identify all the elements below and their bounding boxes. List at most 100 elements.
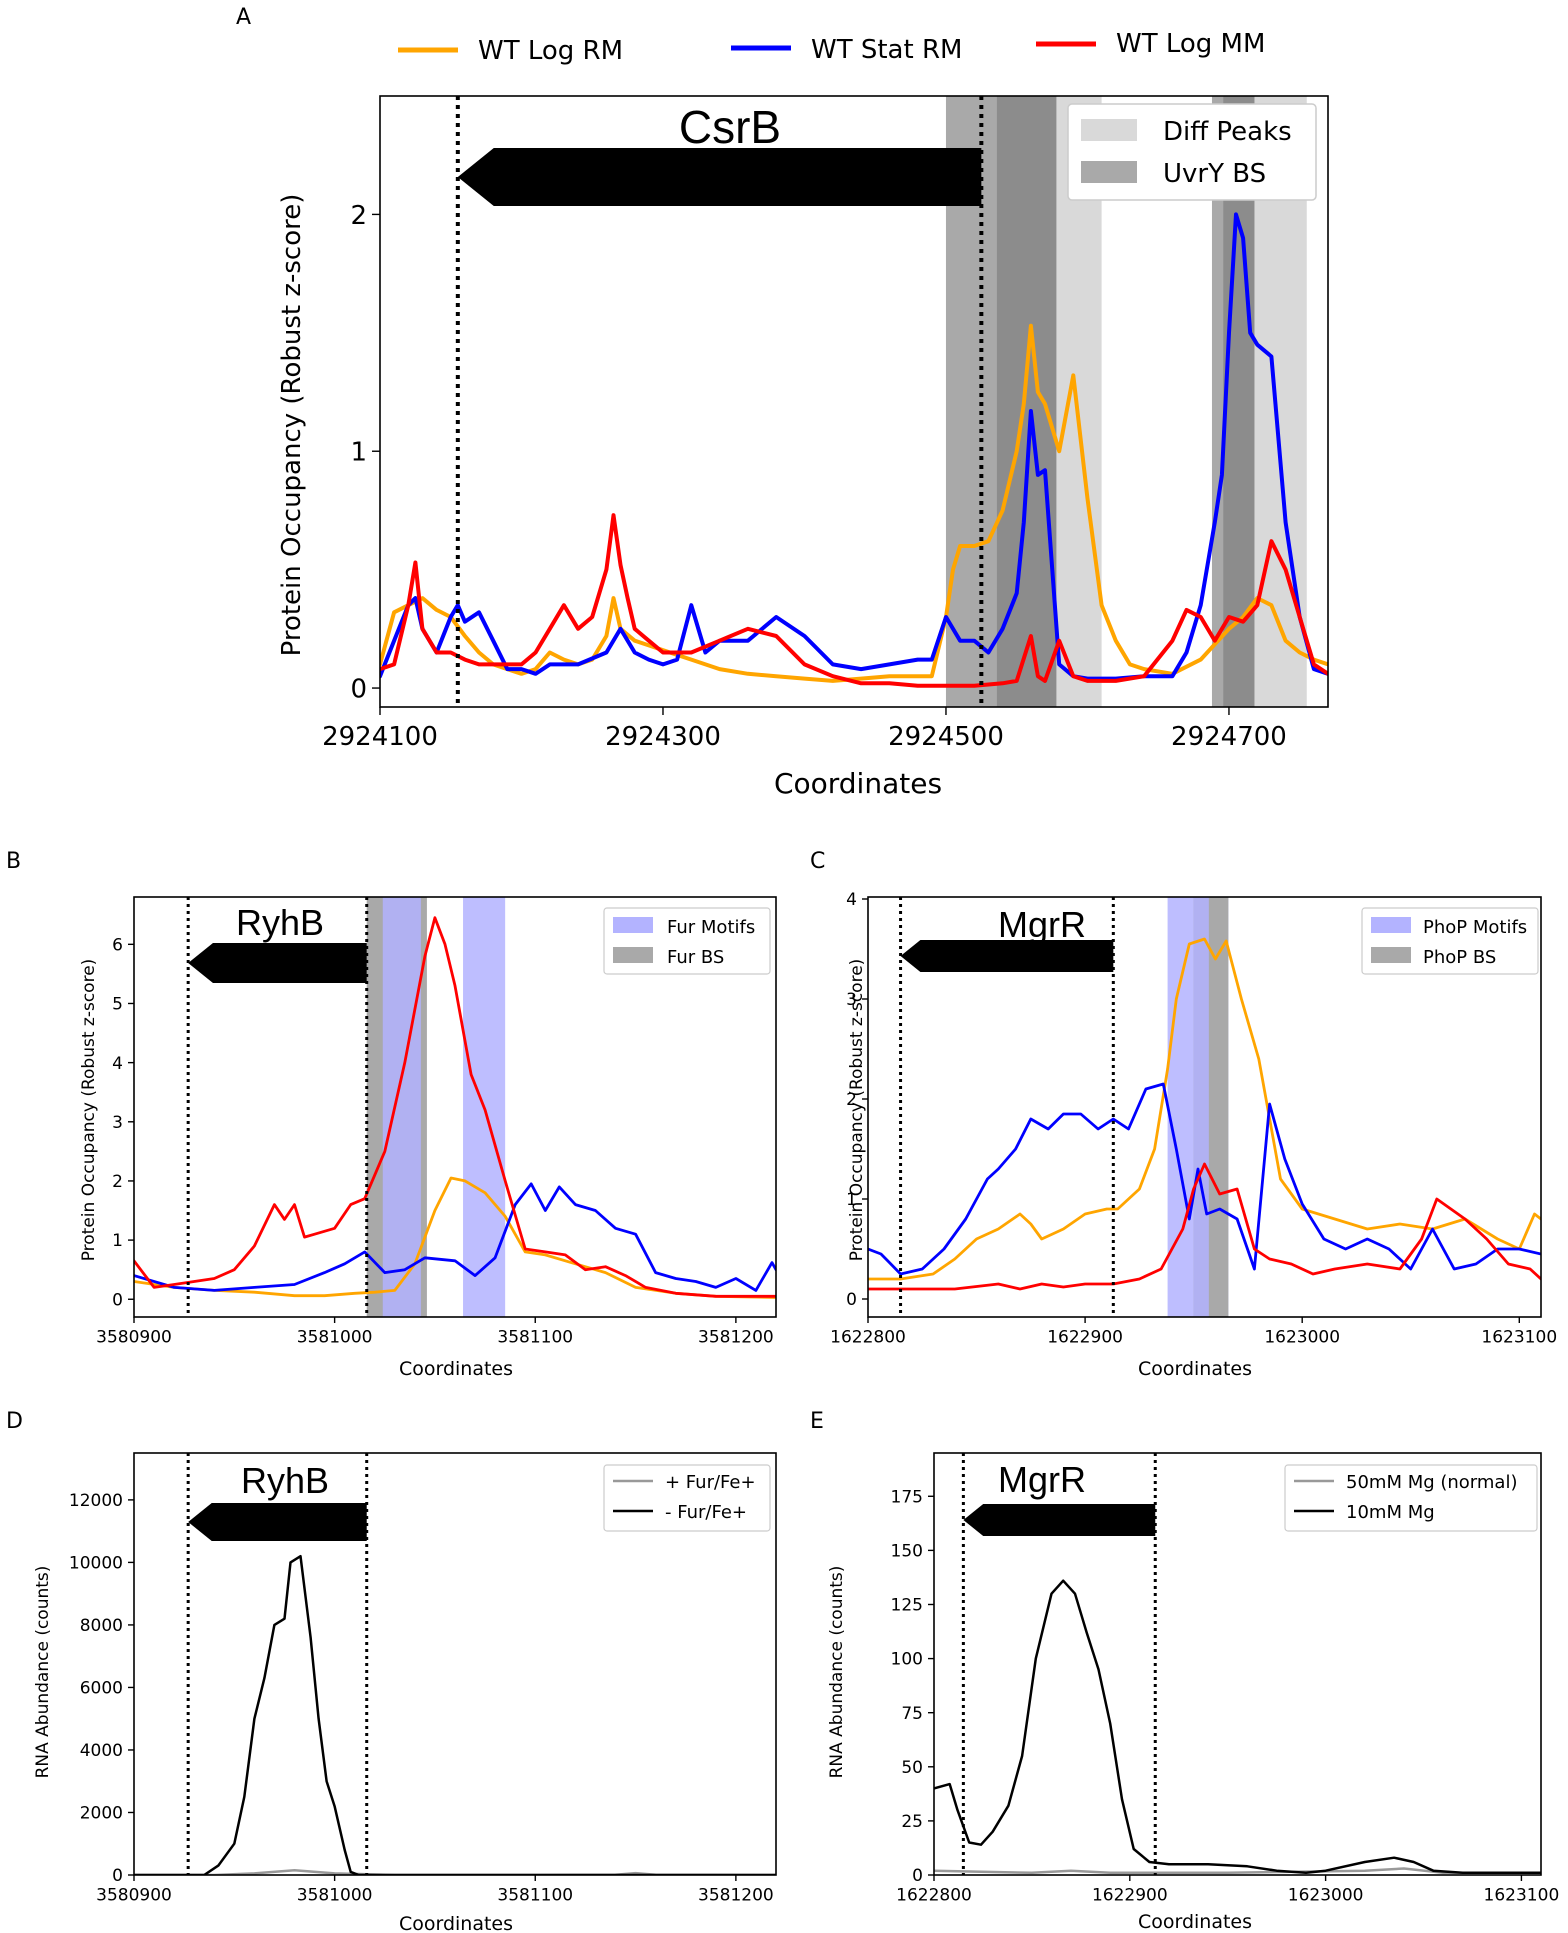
panel-e: E MgrR 1622800 1622900 1623000 1623100 0 25 50…: [810, 1409, 1559, 1933]
x-tick-label: 3581100: [497, 1886, 573, 1906]
x-tick-label: 1623100: [1481, 1328, 1557, 1348]
y-tick-label: 1: [350, 438, 367, 468]
y-axis-label: RNA Abundance (counts): [827, 1566, 847, 1779]
y-tick-label: 0: [112, 1866, 123, 1886]
y-tick-label: 3: [846, 990, 857, 1010]
panel-d-axes: 3580900 3581000 3581100 3581200 0 2000 4000 600…: [69, 1452, 777, 1906]
x-tick-label: 2924100: [322, 722, 438, 752]
plot-frame: [379, 95, 1329, 708]
y-tick-label: 25: [901, 1812, 923, 1832]
gene-arrow-csrb: [457, 148, 982, 206]
legend-label-wt-log-rm: WT Log RM: [478, 36, 623, 66]
gene-label-csrb: CsrB: [679, 101, 781, 153]
y-tick-label: 2: [112, 1172, 123, 1192]
panel-a-legend: Diff Peaks UvrY BS: [1067, 103, 1317, 201]
y-tick-label: 100: [891, 1650, 923, 1670]
panel-b-legend: Fur Motifs Fur BS: [603, 907, 771, 975]
panel-e-series: [934, 1579, 1541, 1875]
plot-frame: [867, 896, 1542, 1318]
y-axis-label: Protein Occupancy (Robust z-score): [277, 194, 307, 657]
x-tick-label: 1622800: [896, 1886, 972, 1906]
panel-c-gene: MgrR: [900, 904, 1114, 972]
x-axis-label: Coordinates: [399, 1913, 513, 1933]
legend-swatch-diff-peaks: [1081, 119, 1137, 141]
panel-d-letter: D: [6, 1409, 23, 1434]
y-tick-label: 12000: [69, 1491, 123, 1511]
series-line-fur-fe: [134, 1554, 776, 1875]
panel-d-series: [134, 1554, 776, 1875]
legend-label-minus-fur: - Fur/Fe+: [665, 1502, 747, 1523]
legend-label-fur-bs: Fur BS: [667, 947, 724, 968]
legend-box: [1284, 1464, 1538, 1532]
x-tick-label: 1622800: [830, 1328, 906, 1348]
y-tick-label: 150: [891, 1542, 923, 1562]
panel-d-legend: + Fur/Fe+ - Fur/Fe+: [603, 1464, 771, 1532]
y-tick-label: 10000: [69, 1554, 123, 1574]
gene-label-mgrr: MgrR: [998, 904, 1086, 945]
legend-swatch-fur-bs: [613, 947, 653, 963]
x-tick-label: 3581200: [698, 1328, 774, 1348]
band-purple: [1193, 897, 1209, 1317]
legend-label-wt-stat-rm: WT Stat RM: [811, 35, 962, 65]
panel-a-gene: CsrB: [457, 101, 982, 206]
plot-frame: [133, 896, 777, 1318]
gene-arrow-mgrr: [900, 940, 1114, 972]
y-tick-label: 50: [901, 1758, 923, 1778]
panel-b-gene: RyhB: [188, 902, 367, 983]
y-tick-label: 0: [350, 674, 367, 704]
gene-arrow-mgrr: [963, 1504, 1156, 1536]
y-tick-label: 4: [112, 1054, 123, 1074]
x-tick-label: 3580900: [96, 1886, 172, 1906]
panel-d: D RyhB 3580900 3581000 3581100 3581200 0 2000…: [6, 1409, 777, 1933]
panel-a: A WT Log RM WT Stat RM WT Log MM CsrB 29…: [236, 5, 1329, 800]
y-tick-label: 0: [112, 1290, 123, 1310]
series-line-fur-fe: [134, 1869, 776, 1875]
panel-c-legend: PhoP Motifs PhoP BS: [1361, 907, 1539, 975]
y-axis-label: Protein Occupancy (Robust z-score): [847, 959, 867, 1262]
legend-label-plus-fur: + Fur/Fe+: [665, 1472, 756, 1493]
x-tick-label: 1622900: [1092, 1886, 1168, 1906]
gene-label-ryhb: RyhB: [241, 1460, 329, 1501]
gene-label-ryhb: RyhB: [236, 902, 324, 943]
y-tick-label: 125: [891, 1596, 923, 1616]
y-axis-label: RNA Abundance (counts): [33, 1566, 53, 1779]
series-line-wt-log-mm: [134, 916, 776, 1298]
y-tick-label: 175: [891, 1487, 923, 1507]
legend-label-phop-motifs: PhoP Motifs: [1423, 917, 1527, 938]
y-tick-label: 0: [846, 1290, 857, 1310]
legend-label-10mm: 10mM Mg: [1346, 1502, 1435, 1523]
x-axis-label: Coordinates: [774, 767, 942, 800]
x-tick-label: 3581100: [497, 1328, 573, 1348]
legend-label-phop-bs: PhoP BS: [1423, 947, 1496, 968]
series-line-wt-log-mm: [380, 513, 1328, 688]
gene-arrow-ryhb: [188, 1503, 367, 1541]
panel-c: C MgrR 1622800 1622900 1623000 1623100 0 1 2 3 4…: [810, 849, 1557, 1380]
panel-e-legend: 50mM Mg (normal) 10mM Mg: [1284, 1464, 1538, 1532]
legend-label-fur-motifs: Fur Motifs: [667, 917, 755, 938]
plot-frame: [933, 1452, 1542, 1876]
legend-swatch-uvry-bs: [1081, 161, 1137, 183]
y-tick-label: 8000: [80, 1616, 123, 1636]
panel-b: B RyhB 3580900 3581100 3581200 3581000 0 1 2 3 4…: [6, 849, 777, 1380]
panel-e-axes: 1622800 1622900 1623000 1623100 0 25 50 75 100 12…: [891, 1452, 1560, 1906]
panel-b-letter: B: [6, 849, 21, 874]
y-tick-label: 1: [112, 1231, 123, 1251]
x-tick-label: 1623000: [1264, 1328, 1340, 1348]
panel-a-series: [380, 212, 1328, 688]
x-tick-label: 1623100: [1484, 1886, 1560, 1906]
legend-label-50mm: 50mM Mg (normal): [1346, 1472, 1517, 1493]
y-tick-label: 2000: [80, 1804, 123, 1824]
x-tick-label: 3581200: [698, 1886, 774, 1906]
gene-arrow-ryhb: [188, 943, 367, 983]
band-dark: [996, 96, 1057, 707]
legend-swatch-phop-motifs: [1371, 917, 1411, 933]
panel-c-bands: [1167, 897, 1229, 1317]
legend-swatch-fur-motifs: [613, 917, 653, 933]
x-axis-label: Coordinates: [1138, 1358, 1252, 1380]
panel-b-axes: 3580900 3581100 3581200 3581000 0 1 2 3 4 5 6: [96, 896, 777, 1348]
y-tick-label: 75: [901, 1704, 923, 1724]
y-tick-label: 1: [846, 1190, 857, 1210]
series-line-wt-log-rm: [134, 1176, 776, 1299]
x-axis-label: Coordinates: [399, 1358, 513, 1380]
